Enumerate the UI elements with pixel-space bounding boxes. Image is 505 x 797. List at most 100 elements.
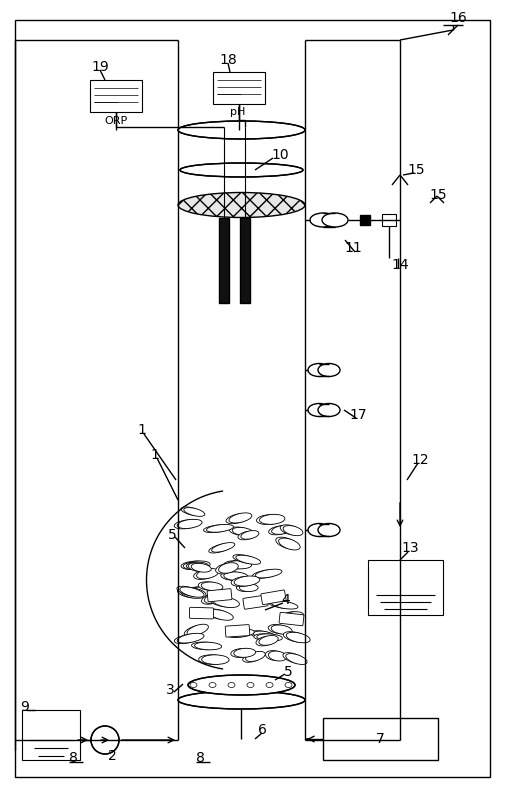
Ellipse shape <box>271 625 291 634</box>
Text: 1: 1 <box>137 423 146 437</box>
Ellipse shape <box>257 634 282 641</box>
Ellipse shape <box>234 576 259 586</box>
Ellipse shape <box>235 556 260 564</box>
Ellipse shape <box>194 642 221 650</box>
Text: 1: 1 <box>150 448 159 462</box>
Ellipse shape <box>227 561 251 569</box>
Ellipse shape <box>236 583 255 591</box>
Ellipse shape <box>181 561 207 570</box>
Ellipse shape <box>268 625 288 634</box>
Text: 14: 14 <box>390 258 408 272</box>
Text: 19: 19 <box>91 60 109 74</box>
Text: 11: 11 <box>343 241 361 255</box>
Bar <box>322 718 437 760</box>
Ellipse shape <box>285 611 303 619</box>
Ellipse shape <box>203 524 230 532</box>
Ellipse shape <box>275 537 297 549</box>
Ellipse shape <box>265 650 283 661</box>
Text: 2: 2 <box>108 749 116 763</box>
Ellipse shape <box>282 653 304 664</box>
Ellipse shape <box>242 652 262 662</box>
Ellipse shape <box>228 512 251 523</box>
Ellipse shape <box>224 560 248 569</box>
Ellipse shape <box>191 563 211 572</box>
Bar <box>359 215 369 225</box>
Ellipse shape <box>177 587 203 598</box>
Ellipse shape <box>178 691 305 709</box>
Ellipse shape <box>245 651 265 662</box>
Ellipse shape <box>229 629 254 637</box>
Ellipse shape <box>188 563 208 571</box>
Ellipse shape <box>268 600 294 609</box>
FancyBboxPatch shape <box>225 625 249 637</box>
Ellipse shape <box>179 587 204 597</box>
Text: ORP: ORP <box>104 116 127 126</box>
Ellipse shape <box>250 630 272 638</box>
Ellipse shape <box>191 642 218 650</box>
Ellipse shape <box>181 507 201 516</box>
Ellipse shape <box>204 593 223 603</box>
Ellipse shape <box>308 524 329 536</box>
Ellipse shape <box>237 532 256 540</box>
Bar <box>219 218 229 303</box>
Ellipse shape <box>186 562 208 570</box>
Text: 7: 7 <box>375 732 384 746</box>
Ellipse shape <box>317 403 339 417</box>
Ellipse shape <box>177 587 201 596</box>
Ellipse shape <box>253 631 274 639</box>
Ellipse shape <box>184 561 210 569</box>
Ellipse shape <box>201 594 220 604</box>
Ellipse shape <box>212 596 239 607</box>
Ellipse shape <box>268 651 286 661</box>
Ellipse shape <box>283 525 302 536</box>
Ellipse shape <box>308 403 329 417</box>
Bar <box>213 72 265 104</box>
Ellipse shape <box>183 508 205 516</box>
Bar <box>240 218 250 303</box>
Ellipse shape <box>184 625 205 637</box>
Ellipse shape <box>256 515 281 524</box>
Ellipse shape <box>268 526 289 535</box>
Ellipse shape <box>91 726 119 754</box>
Ellipse shape <box>256 636 275 646</box>
Bar <box>367 560 442 615</box>
Ellipse shape <box>183 562 205 570</box>
Ellipse shape <box>206 609 230 619</box>
Ellipse shape <box>286 632 310 643</box>
Text: 8: 8 <box>68 751 77 765</box>
Text: 16: 16 <box>448 11 466 25</box>
Ellipse shape <box>180 163 302 177</box>
Text: 5: 5 <box>167 528 176 542</box>
FancyBboxPatch shape <box>189 607 213 619</box>
Ellipse shape <box>174 634 200 644</box>
Text: 18: 18 <box>219 53 236 67</box>
Ellipse shape <box>233 648 255 658</box>
Ellipse shape <box>259 635 278 646</box>
Ellipse shape <box>201 582 222 591</box>
Ellipse shape <box>285 654 307 665</box>
Ellipse shape <box>211 543 234 552</box>
Ellipse shape <box>177 520 201 528</box>
Ellipse shape <box>239 583 258 591</box>
Ellipse shape <box>209 544 231 553</box>
Ellipse shape <box>209 610 233 620</box>
Bar <box>381 214 395 226</box>
Text: pH: pH <box>230 107 245 117</box>
Ellipse shape <box>283 632 307 642</box>
Ellipse shape <box>218 563 238 573</box>
FancyBboxPatch shape <box>261 590 285 605</box>
Ellipse shape <box>280 524 299 535</box>
Ellipse shape <box>308 363 329 376</box>
Text: 8: 8 <box>195 751 204 765</box>
Ellipse shape <box>180 587 206 599</box>
Ellipse shape <box>232 555 257 563</box>
Ellipse shape <box>191 587 217 595</box>
Text: 9: 9 <box>21 700 29 714</box>
FancyBboxPatch shape <box>242 595 268 609</box>
Ellipse shape <box>254 634 279 641</box>
Ellipse shape <box>232 528 253 536</box>
Ellipse shape <box>206 524 233 532</box>
Ellipse shape <box>282 612 300 620</box>
Ellipse shape <box>198 655 226 665</box>
Text: 15: 15 <box>428 188 446 202</box>
